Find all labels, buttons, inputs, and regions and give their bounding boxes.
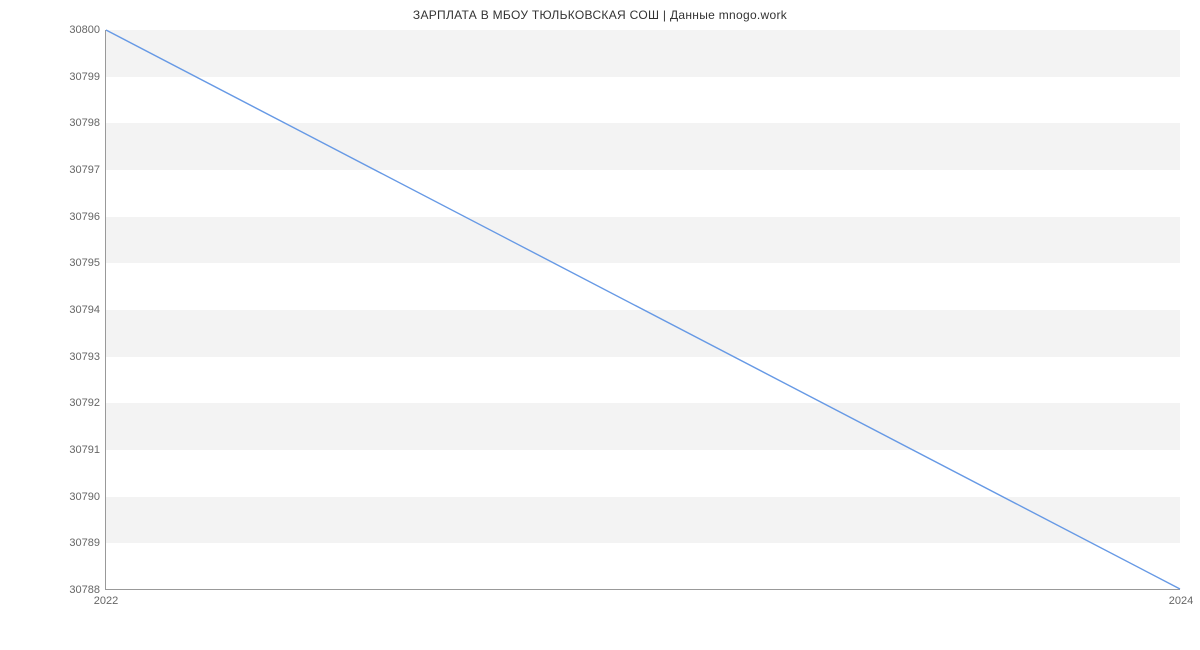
y-tick-label: 30795 — [69, 257, 100, 269]
y-tick-label: 30796 — [69, 211, 100, 223]
y-tick-label: 30792 — [69, 397, 100, 409]
series-line — [106, 30, 1180, 589]
chart-title: ЗАРПЛАТА В МБОУ ТЮЛЬКОВСКАЯ СОШ | Данные… — [0, 8, 1200, 22]
chart-line-svg — [106, 30, 1180, 589]
y-tick-label: 30798 — [69, 117, 100, 129]
y-tick-label: 30800 — [69, 24, 100, 36]
plot-area: 3078830789307903079130792307933079430795… — [105, 30, 1180, 590]
y-tick-label: 30791 — [69, 444, 100, 456]
y-tick-label: 30789 — [69, 537, 100, 549]
salary-chart: ЗАРПЛАТА В МБОУ ТЮЛЬКОВСКАЯ СОШ | Данные… — [0, 0, 1200, 650]
y-tick-label: 30790 — [69, 491, 100, 503]
x-tick-label: 2024 — [1169, 595, 1193, 607]
x-tick-label: 2022 — [94, 595, 118, 607]
y-tick-label: 30793 — [69, 351, 100, 363]
y-tick-label: 30797 — [69, 164, 100, 176]
y-tick-label: 30799 — [69, 71, 100, 83]
y-tick-label: 30794 — [69, 304, 100, 316]
